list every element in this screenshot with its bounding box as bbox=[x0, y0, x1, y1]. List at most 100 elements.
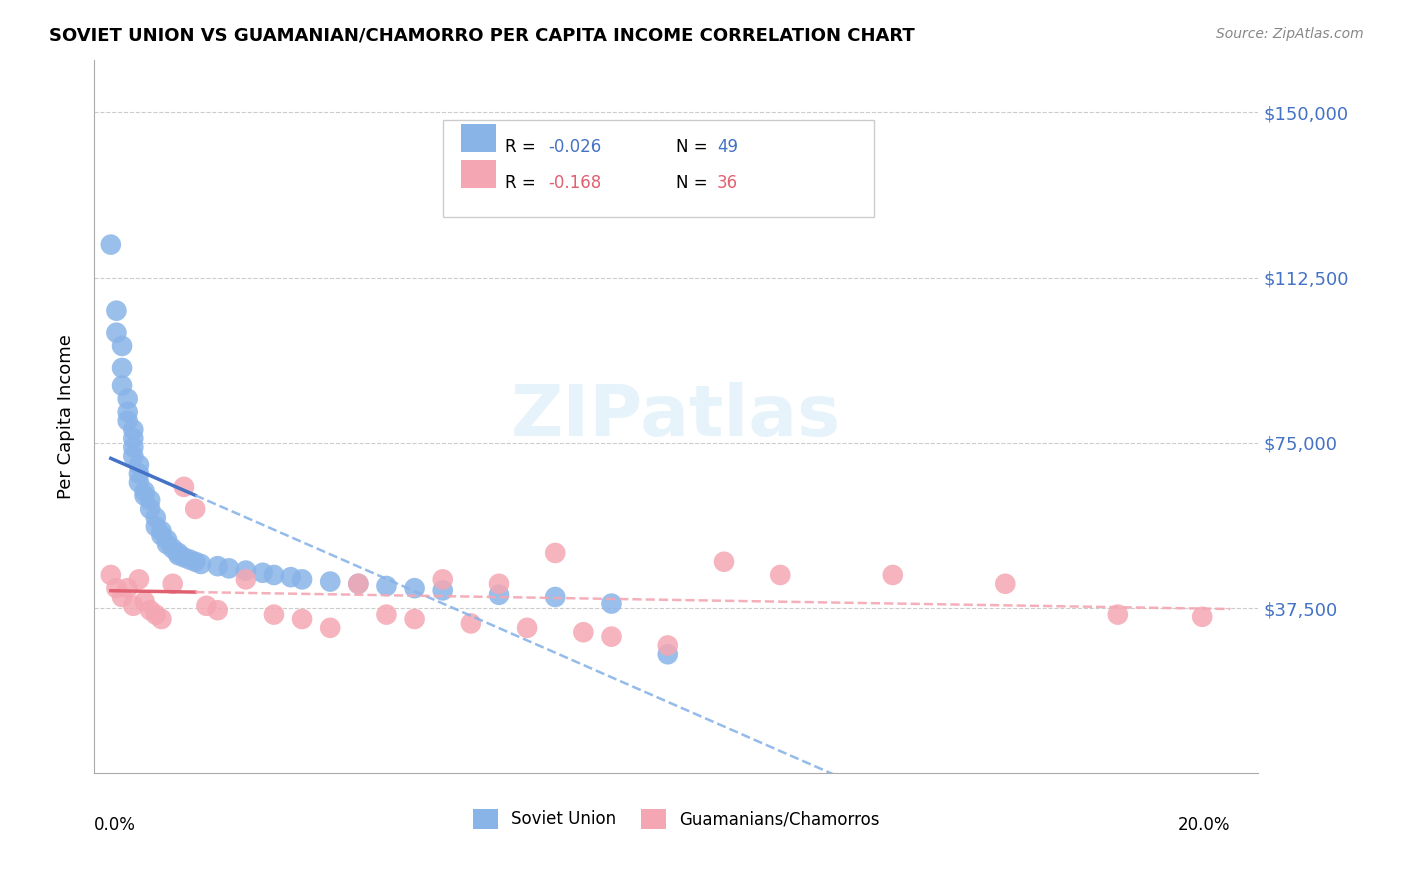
Text: 36: 36 bbox=[717, 174, 738, 192]
Point bbox=[100, 237, 122, 252]
Point bbox=[139, 603, 162, 617]
Point bbox=[122, 449, 145, 463]
Point bbox=[263, 607, 285, 622]
Text: 20.0%: 20.0% bbox=[1178, 816, 1230, 834]
Point bbox=[128, 467, 150, 481]
Text: 0.0%: 0.0% bbox=[94, 816, 136, 834]
Point bbox=[657, 639, 679, 653]
Point bbox=[150, 528, 173, 542]
Text: Source: ZipAtlas.com: Source: ZipAtlas.com bbox=[1216, 27, 1364, 41]
Point bbox=[432, 573, 454, 587]
Point bbox=[404, 612, 426, 626]
Point bbox=[280, 570, 302, 584]
Point bbox=[235, 564, 257, 578]
Point bbox=[207, 603, 229, 617]
Point bbox=[111, 360, 134, 375]
Point bbox=[145, 519, 167, 533]
Point bbox=[769, 568, 792, 582]
Point bbox=[128, 475, 150, 490]
Text: N =: N = bbox=[676, 174, 713, 192]
Point bbox=[657, 647, 679, 661]
Bar bbox=[461, 124, 496, 153]
Point bbox=[218, 561, 240, 575]
Point bbox=[111, 339, 134, 353]
Text: -0.168: -0.168 bbox=[548, 174, 602, 192]
Point bbox=[134, 594, 156, 608]
Point bbox=[128, 458, 150, 472]
Point bbox=[122, 599, 145, 613]
Point bbox=[117, 392, 139, 406]
Legend: Soviet Union, Guamanians/Chamorros: Soviet Union, Guamanians/Chamorros bbox=[472, 809, 880, 829]
Point bbox=[404, 581, 426, 595]
Point bbox=[173, 480, 195, 494]
Point bbox=[117, 414, 139, 428]
Y-axis label: Per Capita Income: Per Capita Income bbox=[58, 334, 75, 499]
Point bbox=[167, 546, 190, 560]
Bar bbox=[461, 160, 496, 188]
Point bbox=[139, 502, 162, 516]
Point bbox=[544, 546, 567, 560]
Point bbox=[572, 625, 595, 640]
Point bbox=[145, 510, 167, 524]
Point bbox=[207, 559, 229, 574]
Point bbox=[162, 576, 184, 591]
Point bbox=[184, 555, 207, 569]
Point bbox=[105, 581, 128, 595]
Text: N =: N = bbox=[676, 138, 713, 156]
Point bbox=[488, 576, 510, 591]
Point bbox=[516, 621, 538, 635]
Point bbox=[111, 590, 134, 604]
Point bbox=[291, 573, 314, 587]
Point bbox=[122, 440, 145, 454]
Point bbox=[1191, 609, 1213, 624]
Point bbox=[105, 326, 128, 340]
Point bbox=[128, 573, 150, 587]
Point bbox=[432, 583, 454, 598]
Point bbox=[134, 484, 156, 499]
Point bbox=[600, 630, 623, 644]
Point bbox=[252, 566, 274, 580]
Point bbox=[145, 607, 167, 622]
Point bbox=[319, 621, 342, 635]
Point bbox=[263, 568, 285, 582]
Point bbox=[167, 548, 190, 562]
Point bbox=[291, 612, 314, 626]
Point bbox=[882, 568, 904, 582]
Point bbox=[111, 378, 134, 392]
Point bbox=[544, 590, 567, 604]
Point bbox=[139, 493, 162, 508]
Point bbox=[156, 537, 179, 551]
Point bbox=[235, 573, 257, 587]
Text: R =: R = bbox=[505, 138, 541, 156]
Point bbox=[162, 541, 184, 556]
Point bbox=[375, 579, 398, 593]
Point bbox=[713, 555, 735, 569]
Point bbox=[184, 502, 207, 516]
Point bbox=[150, 524, 173, 538]
Text: SOVIET UNION VS GUAMANIAN/CHAMORRO PER CAPITA INCOME CORRELATION CHART: SOVIET UNION VS GUAMANIAN/CHAMORRO PER C… bbox=[49, 27, 915, 45]
Point bbox=[375, 607, 398, 622]
Text: -0.026: -0.026 bbox=[548, 138, 602, 156]
Point bbox=[994, 576, 1017, 591]
Point bbox=[122, 423, 145, 437]
Point bbox=[150, 612, 173, 626]
Text: 49: 49 bbox=[717, 138, 738, 156]
Point bbox=[488, 588, 510, 602]
Point bbox=[347, 576, 370, 591]
Point bbox=[460, 616, 482, 631]
Point bbox=[1107, 607, 1129, 622]
Point bbox=[134, 489, 156, 503]
Point bbox=[122, 432, 145, 446]
Point bbox=[117, 405, 139, 419]
Point bbox=[600, 597, 623, 611]
Point bbox=[179, 552, 201, 566]
Text: R =: R = bbox=[505, 174, 547, 192]
FancyBboxPatch shape bbox=[443, 120, 875, 217]
Point bbox=[105, 303, 128, 318]
Point bbox=[156, 533, 179, 547]
Point bbox=[173, 550, 195, 565]
Point bbox=[347, 576, 370, 591]
Point bbox=[195, 599, 218, 613]
Point bbox=[319, 574, 342, 589]
Point bbox=[190, 557, 212, 571]
